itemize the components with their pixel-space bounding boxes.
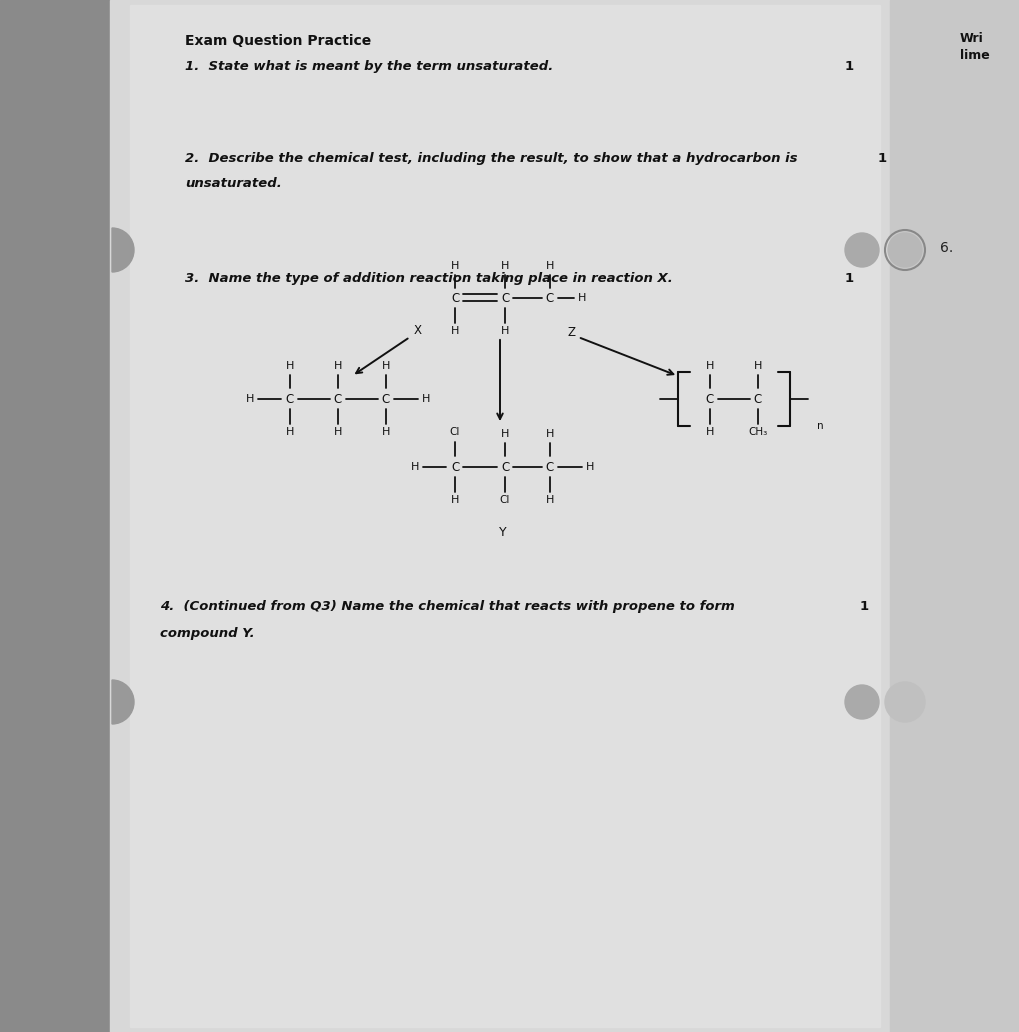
Text: H: H [546, 429, 554, 439]
Text: H: H [500, 261, 510, 271]
Text: unsaturated.: unsaturated. [185, 178, 281, 190]
Text: 6.: 6. [940, 241, 953, 255]
Text: H: H [546, 495, 554, 505]
Text: H: H [285, 361, 294, 370]
Text: H: H [450, 261, 460, 271]
Text: C: C [546, 291, 554, 304]
Text: H: H [706, 427, 714, 437]
Text: H: H [706, 361, 714, 370]
Text: 1: 1 [845, 272, 854, 285]
Text: Cl: Cl [449, 427, 461, 437]
Text: Exam Question Practice: Exam Question Practice [185, 34, 371, 49]
Text: H: H [334, 427, 342, 437]
Text: H: H [422, 394, 430, 404]
Wedge shape [112, 228, 135, 272]
Text: C: C [450, 291, 460, 304]
Text: Z: Z [568, 325, 576, 338]
Text: 3.  Name the type of addition reaction taking place in reaction X.: 3. Name the type of addition reaction ta… [185, 272, 673, 285]
Text: Cl: Cl [499, 495, 511, 505]
Text: lime: lime [960, 49, 989, 62]
Text: H: H [450, 495, 460, 505]
Text: H: H [450, 326, 460, 336]
Text: 1: 1 [878, 152, 888, 165]
Text: X: X [414, 323, 422, 336]
Circle shape [884, 682, 925, 722]
Text: H: H [382, 427, 390, 437]
Text: C: C [382, 392, 390, 406]
Text: H: H [382, 361, 390, 370]
Text: C: C [501, 291, 510, 304]
Circle shape [845, 233, 879, 267]
Wedge shape [112, 680, 135, 724]
Text: H: H [578, 293, 586, 303]
Text: n: n [816, 421, 823, 431]
Text: H: H [546, 261, 554, 271]
Text: H: H [500, 429, 510, 439]
Circle shape [888, 233, 922, 267]
Bar [110, 0, 890, 1032]
Text: H: H [500, 326, 510, 336]
Circle shape [845, 685, 879, 719]
Text: H: H [411, 462, 419, 472]
Text: 2.  Describe the chemical test, including the result, to show that a hydrocarbon: 2. Describe the chemical test, including… [185, 152, 798, 165]
Bar [0, 0, 110, 1032]
Text: 1: 1 [860, 600, 869, 613]
Text: C: C [754, 392, 762, 406]
Text: 1.  State what is meant by the term unsaturated.: 1. State what is meant by the term unsat… [185, 60, 553, 73]
Text: H: H [246, 394, 254, 404]
Text: H: H [285, 427, 294, 437]
Text: C: C [450, 460, 460, 474]
Text: C: C [286, 392, 294, 406]
Text: C: C [334, 392, 342, 406]
Text: C: C [546, 460, 554, 474]
Text: compound Y.: compound Y. [160, 627, 255, 640]
Text: Y: Y [499, 525, 506, 539]
Bar [130, 5, 880, 1027]
Text: 1: 1 [845, 60, 854, 73]
Bar [890, 0, 1019, 1032]
Text: H: H [334, 361, 342, 370]
Text: CH₃: CH₃ [748, 427, 767, 437]
Text: H: H [586, 462, 594, 472]
Text: 4.  (Continued from Q3) Name the chemical that reacts with propene to form: 4. (Continued from Q3) Name the chemical… [160, 600, 735, 613]
Text: C: C [501, 460, 510, 474]
Text: Wri: Wri [960, 32, 983, 45]
Text: C: C [706, 392, 714, 406]
Text: H: H [754, 361, 762, 370]
